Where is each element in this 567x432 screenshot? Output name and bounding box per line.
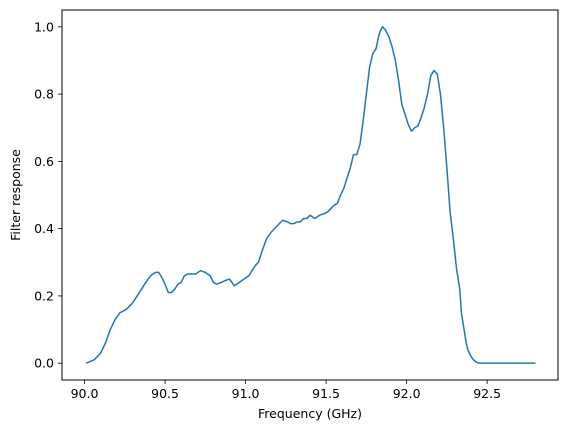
plot-area: 90.0 90.5 91.0 91.5 92.0 92.5 0.0 0.2 0.4 0.6 0.8…	[34, 9, 559, 401]
series-layer	[85, 26, 536, 364]
y-tick-label: 0.8	[34, 87, 54, 102]
y-tick-label: 0.0	[34, 356, 54, 371]
x-tick-label: 90.0	[71, 386, 99, 401]
x-tick-label: 90.5	[151, 386, 179, 401]
series-line-0	[85, 26, 536, 364]
x-tick-label: 92.0	[393, 386, 421, 401]
x-axis: 90.0 90.5 91.0 91.5 92.0 92.5	[71, 380, 501, 401]
y-axis-label: Filter response	[8, 149, 23, 241]
y-axis: 0.0 0.2 0.4 0.6 0.8 1.0	[34, 19, 62, 371]
y-tick-label: 0.4	[34, 221, 54, 236]
y-tick-label: 0.2	[34, 288, 54, 303]
x-axis-label: Frequency (GHz)	[258, 406, 362, 421]
y-tick-label: 1.0	[34, 19, 54, 34]
plot-frame	[61, 9, 559, 381]
x-tick-label: 92.5	[473, 386, 501, 401]
x-tick-label: 91.0	[232, 386, 260, 401]
x-tick-label: 91.5	[312, 386, 340, 401]
y-tick-label: 0.6	[34, 154, 54, 169]
